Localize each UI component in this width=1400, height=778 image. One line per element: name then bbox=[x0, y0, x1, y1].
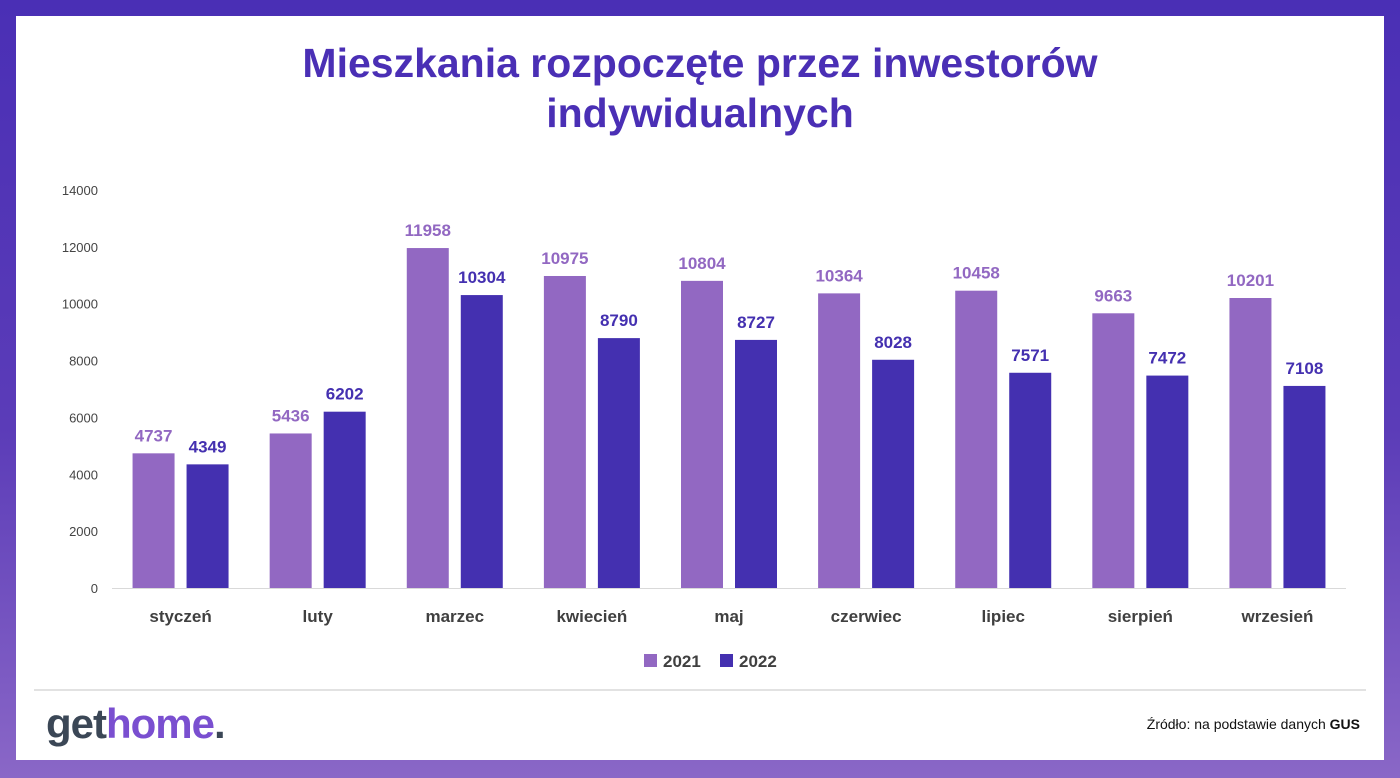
chart-title: Mieszkania rozpoczęte przez inwestorów i… bbox=[0, 38, 1400, 138]
data-label-2022: 7472 bbox=[1148, 349, 1186, 368]
legend-swatch-2022 bbox=[720, 654, 733, 667]
bar-2022 bbox=[872, 359, 915, 588]
bar-2021 bbox=[818, 293, 861, 588]
bar-2022 bbox=[460, 295, 503, 588]
bar-2022 bbox=[1283, 385, 1326, 588]
y-tick-label: 0 bbox=[91, 581, 98, 596]
x-tick-label: sierpień bbox=[1108, 607, 1173, 626]
legend-label-2021: 2021 bbox=[663, 652, 701, 671]
y-tick-label: 4000 bbox=[69, 467, 98, 482]
bar-2022 bbox=[597, 338, 640, 588]
y-tick-label: 12000 bbox=[62, 240, 98, 255]
bar-2021 bbox=[269, 433, 312, 588]
data-label-2022: 8790 bbox=[600, 311, 638, 330]
gethome-logo: gethome. bbox=[46, 700, 226, 748]
data-label-2022: 7108 bbox=[1286, 359, 1324, 378]
x-tick-label: luty bbox=[303, 607, 334, 626]
y-tick-label: 14000 bbox=[62, 183, 98, 198]
data-label-2021: 10804 bbox=[678, 254, 726, 273]
y-tick-label: 10000 bbox=[62, 297, 98, 312]
bar-2022 bbox=[323, 411, 366, 588]
data-label-2021: 4737 bbox=[135, 426, 173, 445]
data-label-2021: 10364 bbox=[815, 266, 863, 285]
bar-2022 bbox=[186, 464, 229, 588]
bar-2021 bbox=[1229, 298, 1272, 588]
logo-get: get bbox=[46, 700, 107, 747]
bar-2021 bbox=[955, 290, 998, 588]
data-label-2022: 6202 bbox=[326, 385, 364, 404]
bar-2022 bbox=[1009, 372, 1052, 588]
y-tick-label: 2000 bbox=[69, 524, 98, 539]
bar-2021 bbox=[543, 275, 586, 588]
data-label-2022: 8028 bbox=[874, 333, 912, 352]
data-label-2021: 5436 bbox=[272, 406, 310, 425]
bar-2021 bbox=[132, 453, 175, 588]
x-tick-label: styczeń bbox=[149, 607, 211, 626]
data-label-2021: 9663 bbox=[1094, 286, 1132, 305]
legend-label-2022: 2022 bbox=[739, 652, 777, 671]
footer-divider bbox=[34, 689, 1366, 691]
data-label-2022: 10304 bbox=[458, 268, 506, 287]
data-label-2022: 4349 bbox=[189, 437, 227, 456]
chart-title-line1: Mieszkania rozpoczęte przez inwestorów bbox=[302, 40, 1098, 86]
data-label-2021: 10458 bbox=[953, 264, 1000, 283]
bar-2022 bbox=[1146, 375, 1189, 588]
x-tick-label: wrzesień bbox=[1241, 607, 1314, 626]
data-label-2022: 7571 bbox=[1011, 346, 1049, 365]
chart-title-line2: indywidualnych bbox=[546, 90, 854, 136]
source-prefix: Źródło: na podstawie danych bbox=[1146, 716, 1330, 732]
source-name: GUS bbox=[1329, 716, 1360, 732]
y-tick-label: 6000 bbox=[69, 410, 98, 425]
x-tick-label: marzec bbox=[425, 607, 484, 626]
y-tick-label: 8000 bbox=[69, 354, 98, 369]
data-label-2022: 8727 bbox=[737, 313, 775, 332]
data-label-2021: 11958 bbox=[405, 221, 451, 240]
source-note: Źródło: na podstawie danych GUS bbox=[1147, 716, 1360, 732]
data-label-2021: 10975 bbox=[541, 249, 588, 268]
x-tick-label: czerwiec bbox=[831, 607, 902, 626]
logo-dot: . bbox=[214, 700, 226, 747]
x-tick-label: maj bbox=[714, 607, 743, 626]
bar-2021 bbox=[406, 248, 449, 588]
bar-2021 bbox=[681, 280, 723, 588]
bar-2021 bbox=[1092, 313, 1135, 588]
x-tick-label: lipiec bbox=[981, 607, 1024, 626]
logo-home: home bbox=[106, 700, 215, 747]
data-label-2021: 10201 bbox=[1227, 271, 1274, 290]
x-tick-label: kwiecień bbox=[556, 607, 627, 626]
legend-swatch-2021 bbox=[644, 654, 657, 667]
bar-2022 bbox=[735, 339, 777, 588]
